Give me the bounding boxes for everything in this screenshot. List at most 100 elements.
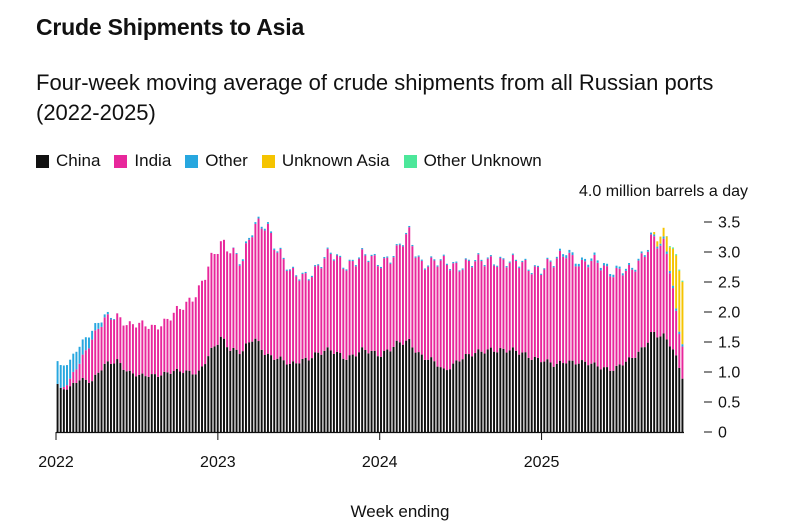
bar-china <box>571 360 574 432</box>
bar-other <box>358 257 360 259</box>
bar-china <box>609 370 612 432</box>
bar-india <box>128 321 131 371</box>
bar-india <box>590 260 593 364</box>
bar-other <box>376 264 379 267</box>
bar-china <box>493 351 496 432</box>
bar-china <box>188 370 191 432</box>
bar-other <box>336 254 339 256</box>
bar-unknown-asia <box>665 236 668 252</box>
bar-china <box>383 350 386 432</box>
bar-india <box>301 273 304 359</box>
bar-india <box>358 258 360 353</box>
bar-china <box>562 363 565 432</box>
bar-other <box>97 322 100 329</box>
bar-other <box>643 255 646 257</box>
bar-china <box>665 339 668 432</box>
bar-other <box>486 257 489 259</box>
bar-china <box>486 349 489 432</box>
bar-india <box>75 369 78 383</box>
bar-unknown-asia <box>675 255 678 309</box>
y-tick-label: 3.0 <box>718 245 740 262</box>
bar-china <box>66 389 68 432</box>
bar-other <box>266 222 269 224</box>
bar-unknown-asia <box>672 248 674 286</box>
bar-unknown-asia <box>653 232 656 235</box>
legend-swatch-other-unknown <box>403 154 417 168</box>
bar-india <box>62 386 65 390</box>
bar-other <box>307 279 310 281</box>
bar-china <box>590 363 593 432</box>
bar-china <box>402 344 404 432</box>
bar-china <box>477 349 480 432</box>
bar-india <box>370 256 373 351</box>
bar-india <box>292 267 295 362</box>
bar-china <box>342 358 345 432</box>
legend-label-unknown-asia: Unknown Asia <box>281 151 390 170</box>
bar-china <box>376 356 379 432</box>
bar-china <box>398 342 401 432</box>
bar-unknown-asia <box>659 236 662 244</box>
bar-china <box>279 356 282 432</box>
bar-india <box>367 262 370 354</box>
bar-china <box>348 355 351 432</box>
bar-china <box>499 348 502 432</box>
bar-other <box>477 253 480 255</box>
bar-china <box>197 370 200 432</box>
bar-other <box>637 258 640 261</box>
bar-china <box>662 333 665 432</box>
bar-other <box>650 232 653 235</box>
bar-india <box>618 268 621 365</box>
chart-subtitle: Four-week moving average of crude shipme… <box>36 70 714 125</box>
bar-other <box>455 261 458 263</box>
bar-india <box>310 277 313 359</box>
bar-india <box>179 309 182 372</box>
bar-india <box>213 254 216 347</box>
bar-other <box>81 339 84 355</box>
bar-india <box>332 260 335 354</box>
bar-india <box>270 232 273 356</box>
bar-china <box>433 361 436 432</box>
bar-other <box>580 257 583 260</box>
bar-india <box>458 271 461 362</box>
bar-china <box>502 348 505 432</box>
bar-india <box>442 255 445 369</box>
bar-india <box>511 254 514 348</box>
bar-china <box>367 353 370 432</box>
legend-swatch-unknown-asia <box>261 154 275 168</box>
bar-other <box>445 263 448 265</box>
bar-india <box>471 267 474 357</box>
bar-china <box>672 349 674 432</box>
bar-other <box>442 254 445 256</box>
bar-india <box>584 261 587 362</box>
bar-china <box>109 363 112 432</box>
bar-other-unknown <box>675 254 678 256</box>
bar-china <box>656 337 659 432</box>
legend: China India Other Unknown Asia Other Unk… <box>36 151 542 171</box>
bar-china <box>235 349 238 432</box>
y-tick-label: 0.5 <box>718 395 740 412</box>
bar-india <box>116 313 119 360</box>
bar-china <box>449 369 452 432</box>
bar-india <box>106 314 109 362</box>
x-tick-label: 2023 <box>200 454 236 471</box>
bar-china <box>78 380 81 432</box>
x-tick-label: 2022 <box>38 454 74 471</box>
bar-china <box>270 355 273 432</box>
bar-china <box>574 364 577 432</box>
bar-china <box>172 371 175 432</box>
bar-other <box>423 268 426 270</box>
x-axis-title: Week ending <box>350 502 450 521</box>
bar-other <box>342 267 345 269</box>
bar-china <box>91 381 94 432</box>
bar-india <box>414 257 417 353</box>
bar-india <box>326 248 329 348</box>
bar-china <box>411 347 414 432</box>
bar-india <box>266 223 269 354</box>
bar-china <box>423 359 426 432</box>
bar-india <box>317 265 320 353</box>
bar-india <box>543 269 546 362</box>
bar-other <box>555 256 558 259</box>
bar-china <box>332 353 335 432</box>
bar-china <box>515 350 517 432</box>
